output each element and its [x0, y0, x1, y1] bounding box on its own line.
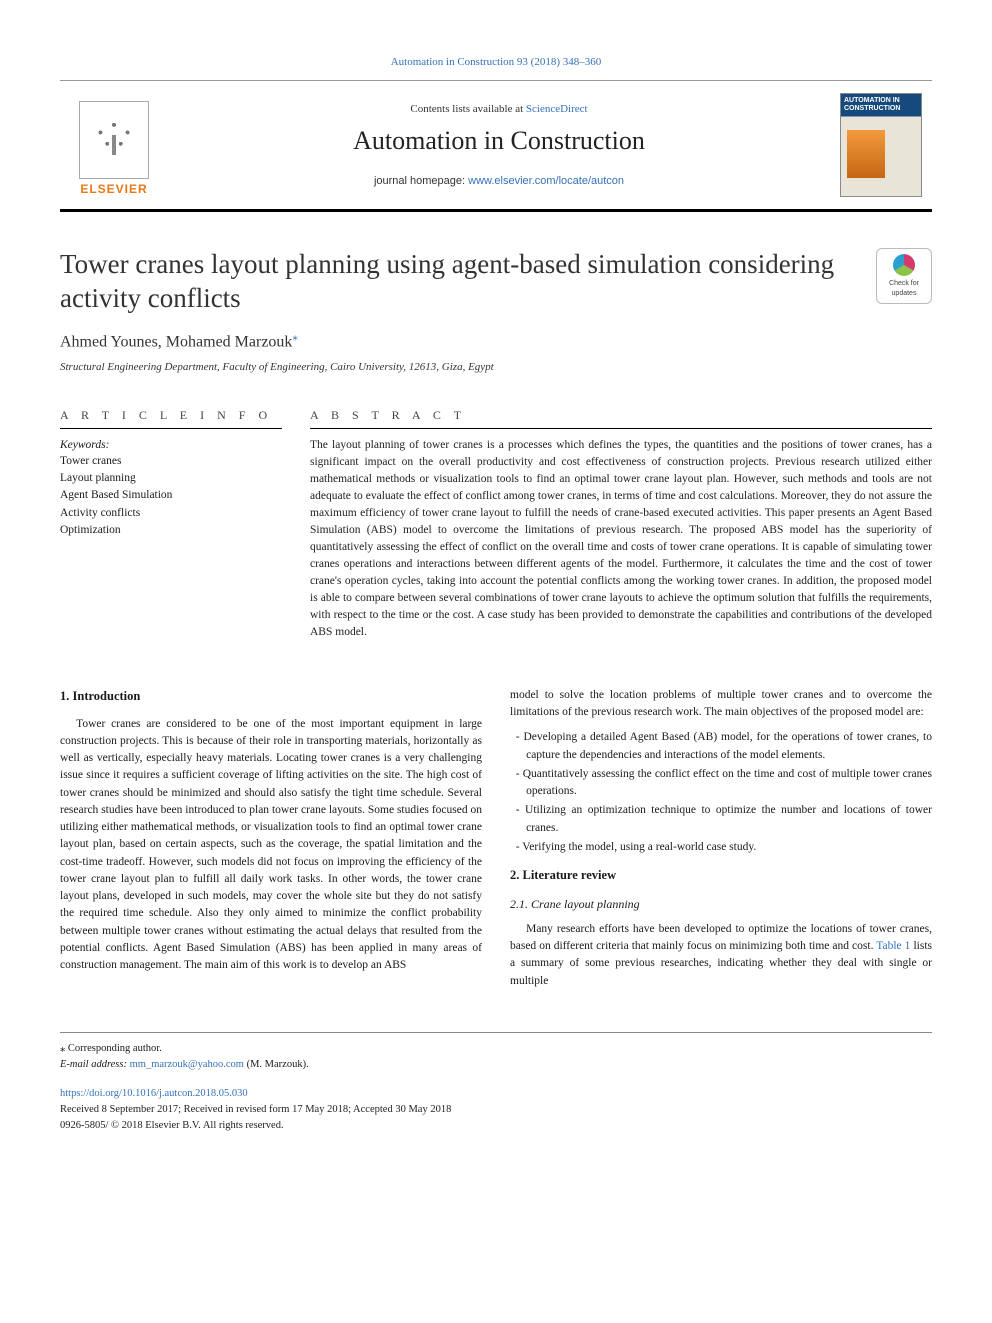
- keywords-label: Keywords:: [60, 437, 282, 453]
- citation-header: Automation in Construction 93 (2018) 348…: [60, 55, 932, 70]
- article-title: Tower cranes layout planning using agent…: [60, 248, 858, 316]
- crossmark-icon: [893, 254, 915, 276]
- info-rule: [60, 428, 282, 429]
- copyright: 0926-5805/ © 2018 Elsevier B.V. All righ…: [60, 1118, 932, 1134]
- list-item: Quantitatively assessing the conflict ef…: [510, 766, 932, 801]
- cover-title: AUTOMATION IN CONSTRUCTION: [841, 94, 921, 112]
- authors: Ahmed Younes, Mohamed Marzouk⁎: [60, 330, 932, 354]
- journal-cover-thumb: AUTOMATION IN CONSTRUCTION: [840, 93, 922, 197]
- email-link[interactable]: mm_marzouk@yahoo.com: [130, 1059, 244, 1070]
- homepage-link[interactable]: www.elsevier.com/locate/autcon: [468, 175, 624, 187]
- keyword: Optimization: [60, 522, 282, 539]
- contents-line: Contents lists available at ScienceDirec…: [158, 102, 840, 117]
- cover-image-icon: [847, 130, 885, 178]
- abstract-heading: A B S T R A C T: [310, 407, 932, 424]
- corresponding-mark: ⁎: [292, 331, 298, 343]
- article-dates: Received 8 September 2017; Received in r…: [60, 1102, 932, 1118]
- sciencedirect-link[interactable]: ScienceDirect: [526, 103, 588, 115]
- list-item: Developing a detailed Agent Based (AB) m…: [510, 729, 932, 764]
- page-footer: ⁎ Corresponding author. E-mail address: …: [60, 1032, 932, 1134]
- body-column-left: 1. Introduction Tower cranes are conside…: [60, 687, 482, 990]
- table-1-link[interactable]: Table 1: [876, 940, 910, 952]
- homepage-prefix: journal homepage:: [374, 175, 468, 187]
- intro-heading: 1. Introduction: [60, 687, 482, 706]
- email-line: E-mail address: mm_marzouk@yahoo.com (M.…: [60, 1057, 932, 1073]
- check-updates-badge[interactable]: Check for updates: [876, 248, 932, 304]
- doi-link[interactable]: https://doi.org/10.1016/j.autcon.2018.05…: [60, 1086, 932, 1102]
- abstract-text: The layout planning of tower cranes is a…: [310, 437, 932, 641]
- journal-name: Automation in Construction: [158, 123, 840, 159]
- intro-paragraph: Tower cranes are considered to be one of…: [60, 716, 482, 975]
- keyword: Tower cranes: [60, 453, 282, 470]
- keyword: Agent Based Simulation: [60, 487, 282, 504]
- affiliation: Structural Engineering Department, Facul…: [60, 360, 932, 375]
- literature-heading: 2. Literature review: [510, 866, 932, 885]
- literature-subheading: 2.1. Crane layout planning: [510, 895, 932, 913]
- elsevier-tree-icon: [79, 101, 149, 179]
- email-author: (M. Marzouk).: [244, 1059, 309, 1070]
- objectives-list: Developing a detailed Agent Based (AB) m…: [510, 729, 932, 856]
- email-label: E-mail address:: [60, 1059, 130, 1070]
- keyword: Layout planning: [60, 470, 282, 487]
- literature-paragraph: Many research efforts have been develope…: [510, 921, 932, 990]
- publisher-name: ELSEVIER: [80, 181, 147, 198]
- abstract-rule: [310, 428, 932, 429]
- keyword: Activity conflicts: [60, 505, 282, 522]
- check-updates-label: Check for updates: [877, 279, 931, 299]
- list-item: Verifying the model, using a real-world …: [510, 839, 932, 856]
- corresponding-note: ⁎ Corresponding author.: [60, 1041, 932, 1057]
- author-names: Ahmed Younes, Mohamed Marzouk: [60, 333, 292, 350]
- homepage-line: journal homepage: www.elsevier.com/locat…: [158, 174, 840, 189]
- intro-paragraph-cont: model to solve the location problems of …: [510, 687, 932, 722]
- lit-text-a: Many research efforts have been develope…: [510, 923, 932, 952]
- contents-prefix: Contents lists available at: [410, 103, 525, 115]
- body-column-right: model to solve the location problems of …: [510, 687, 932, 990]
- list-item: Utilizing an optimization technique to o…: [510, 802, 932, 837]
- publisher-logo: ELSEVIER: [70, 93, 158, 197]
- article-info-heading: A R T I C L E I N F O: [60, 407, 282, 424]
- journal-banner: ELSEVIER Contents lists available at Sci…: [60, 80, 932, 212]
